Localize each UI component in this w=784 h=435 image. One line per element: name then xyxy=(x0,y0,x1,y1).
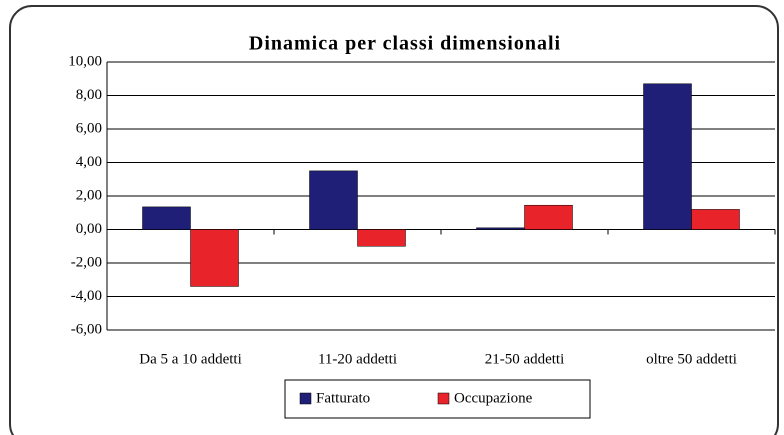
x-tick-label: 11-20 addetti xyxy=(318,351,397,367)
x-tick-label: 21-50 addetti xyxy=(485,351,565,367)
bar xyxy=(357,229,406,247)
y-tick-label: 2,00 xyxy=(76,187,102,203)
bar xyxy=(691,209,740,230)
y-tick-label: -2,00 xyxy=(71,254,102,270)
bar xyxy=(476,227,525,230)
y-tick-label: 0,00 xyxy=(76,221,102,237)
x-tick-label: oltre 50 addetti xyxy=(646,351,737,367)
bar xyxy=(142,206,191,230)
legend xyxy=(284,379,591,419)
legend-label: Occupazione xyxy=(454,390,533,406)
chart-title: Dinamica per classi dimensionali xyxy=(249,33,561,55)
legend-label: Fatturato xyxy=(316,390,370,406)
legend-swatch xyxy=(437,392,450,405)
y-tick-label: -6,00 xyxy=(71,321,102,337)
y-tick-label: 10,00 xyxy=(68,53,102,69)
legend-swatch xyxy=(299,392,312,405)
y-tick-label: 6,00 xyxy=(76,120,102,136)
bar xyxy=(524,204,573,230)
legend-box xyxy=(284,379,591,419)
bar xyxy=(309,170,358,230)
y-tick-label: 4,00 xyxy=(76,154,102,170)
y-tick-label: -4,00 xyxy=(71,288,102,304)
bar xyxy=(643,83,692,230)
chart-frame xyxy=(9,5,779,435)
x-tick-label: Da 5 a 10 addetti xyxy=(139,351,241,367)
y-tick-label: 8,00 xyxy=(76,87,102,103)
bar xyxy=(190,229,239,287)
